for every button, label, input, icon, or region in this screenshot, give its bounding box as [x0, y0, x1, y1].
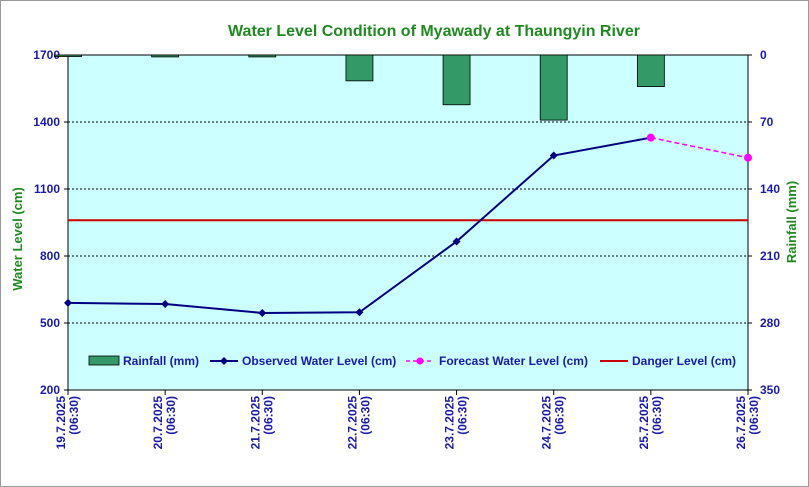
y2-tick-label: 210 [760, 249, 780, 263]
y2-tick-label: 0 [760, 48, 767, 62]
rainfall-bar [345, 54, 374, 82]
rainfall-bar [151, 54, 180, 58]
y-tick-label: 1100 [34, 182, 60, 196]
x-tick-date: 21.7.2025 [248, 396, 262, 450]
rainfall-bar [442, 54, 471, 106]
observed-point [452, 237, 461, 246]
rainfall-bar [539, 54, 568, 121]
y2-tick-label: 70 [760, 115, 774, 129]
rainfall-bar [54, 54, 82, 57]
x-tick-date: 20.7.2025 [151, 396, 165, 450]
x-tick-time: (06:30) [553, 396, 567, 435]
x-tick-date: 19.7.2025 [54, 396, 68, 450]
x-tick-time: (06:30) [650, 396, 664, 435]
legend-rainfall-swatch [88, 355, 120, 366]
x-tick-label: 22.7.2025 (06:30) [345, 396, 372, 450]
x-tick-date: 23.7.2025 [443, 396, 457, 450]
y-tick-label: 500 [40, 316, 60, 330]
x-tick-label: 23.7.2025 (06:30) [443, 396, 470, 450]
x-tick-label: 24.7.2025 (06:30) [540, 396, 567, 450]
x-tick-label: 25.7.2025 (06:30) [637, 396, 664, 450]
y2-axis-label: Rainfall (mm) [784, 181, 799, 263]
x-tick-time: (06:30) [164, 396, 178, 435]
legend-rainfall-label: Rainfall (mm) [123, 354, 199, 368]
y2-tick-label: 350 [760, 383, 780, 397]
forecast-point [646, 133, 655, 142]
observed-point [355, 308, 364, 317]
x-tick-date: 26.7.2025 [734, 396, 748, 450]
legend-danger-label: Danger Level (cm) [632, 354, 736, 368]
y-tick-label: 200 [40, 383, 60, 397]
observed-point [549, 151, 558, 160]
x-tick-date: 22.7.2025 [345, 396, 359, 450]
y-tick-label: 800 [40, 249, 60, 263]
legend-forecast-label: Forecast Water Level (cm) [439, 354, 588, 368]
x-tick-date: 24.7.2025 [540, 396, 554, 450]
legend-observed-label: Observed Water Level (cm) [242, 354, 396, 368]
x-tick-label: 21.7.2025 (06:30) [248, 396, 275, 450]
plot-area: 200 500 800 1100 1400 1700 0 70 140 210 280 350 19.7… [33, 48, 780, 449]
y-tick-label: 1700 [33, 48, 60, 62]
x-tick-time: (06:30) [358, 396, 372, 435]
observed-point [258, 308, 267, 317]
x-tick-time: (06:30) [456, 396, 470, 435]
x-tick-date: 25.7.2025 [637, 396, 651, 450]
plot-background [67, 54, 749, 391]
x-tick-label: 19.7.2025 (06:30) [54, 396, 81, 450]
y-axis-label: Water Level (cm) [10, 187, 25, 291]
forecast-point [744, 153, 752, 162]
rainfall-bar [636, 54, 665, 87]
legend-forecast-marker [416, 357, 424, 365]
forecast-water-level-line [650, 136, 749, 159]
x-tick-time: (06:30) [67, 396, 81, 435]
chart-title: Water Level Condition of Myawady at Thau… [228, 23, 640, 40]
x-tick-time: (06:30) [747, 396, 761, 435]
observed-point [64, 298, 72, 307]
rainfall-bar [248, 54, 277, 58]
y2-tick-label: 280 [760, 316, 780, 330]
x-tick-label: 20.7.2025 (06:30) [151, 396, 178, 450]
x-tick-label: 26.7.2025 (06:30) [734, 396, 761, 450]
legend-observed-marker [220, 357, 228, 365]
x-tick-time: (06:30) [261, 396, 275, 435]
y2-tick-label: 140 [760, 182, 780, 196]
observed-point [161, 300, 170, 309]
y-tick-label: 1400 [33, 115, 60, 129]
